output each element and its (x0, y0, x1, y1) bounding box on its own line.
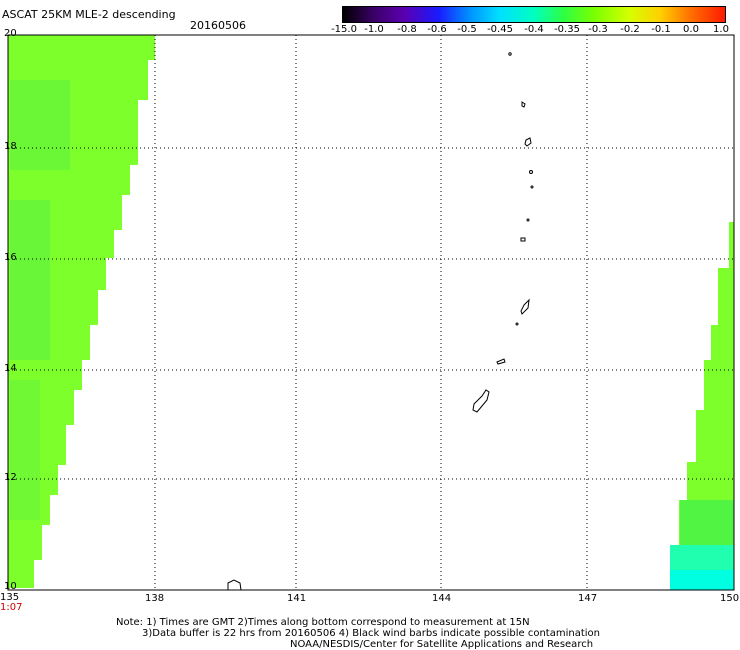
colorbar-label: -0.5 (457, 24, 477, 35)
time-label: 1:07 (0, 602, 23, 613)
colorbar-label: -15.0 (331, 24, 357, 35)
lon-label-150: 150 (720, 593, 740, 604)
note-line-3: NOAA/NESDIS/Center for Satellite Applica… (290, 639, 594, 650)
right-swath (670, 222, 734, 590)
island-outline (520, 298, 530, 315)
island-outline (520, 237, 526, 242)
lon-label-144: 144 (432, 593, 452, 604)
island-outline (526, 218, 530, 222)
lat-label-14: 14 (4, 363, 17, 374)
island-outline (524, 137, 532, 147)
colorbar-label: -0.2 (620, 24, 640, 35)
map-title: ASCAT 25KM MLE-2 descending (2, 8, 176, 21)
note-line-2: 3)Data buffer is 22 hrs from 20160506 4)… (142, 628, 600, 639)
map-frame (7, 34, 735, 591)
note-line-1: Note: 1) Times are GMT 2)Times along bot… (116, 617, 530, 628)
colorbar-label: -0.1 (651, 24, 671, 35)
island-outline (496, 358, 506, 365)
island-outline (521, 101, 526, 108)
island-outline (508, 52, 512, 56)
map-date: 20160506 (190, 19, 246, 32)
colorbar (342, 6, 726, 23)
colorbar-label: -0.45 (487, 24, 513, 35)
lat-label-18: 18 (4, 141, 17, 152)
island-outline (529, 170, 533, 174)
lat-lon-grid (8, 35, 734, 590)
island-outlines (227, 52, 534, 591)
guam-outline (472, 389, 490, 413)
colorbar-label: -1.0 (364, 24, 384, 35)
lat-label-16: 16 (4, 252, 17, 263)
lat-label-20: 20 (4, 28, 17, 39)
lon-label-147: 147 (578, 593, 598, 604)
left-swath (8, 35, 155, 588)
lat-label-12: 12 (4, 472, 17, 483)
colorbar-label: -0.4 (524, 24, 544, 35)
colorbar-label: 0.0 (683, 24, 699, 35)
colorbar-gradient (343, 7, 725, 22)
colorbar-labels: -15.0 -1.0 -0.8 -0.6 -0.5 -0.45 -0.4 -0.… (330, 24, 730, 38)
island-outline (227, 579, 242, 591)
island-outline (515, 322, 519, 326)
colorbar-label: 1.0 (713, 24, 729, 35)
lat-label-10: 10 (4, 581, 17, 592)
lon-label-141: 141 (287, 593, 307, 604)
island-outline (530, 185, 534, 189)
lon-label-138: 138 (145, 593, 165, 604)
colorbar-label: -0.8 (397, 24, 417, 35)
colorbar-label: -0.3 (588, 24, 608, 35)
colorbar-label: -0.35 (554, 24, 580, 35)
lon-label-135: 135 (0, 592, 20, 603)
colorbar-label: -0.6 (427, 24, 447, 35)
